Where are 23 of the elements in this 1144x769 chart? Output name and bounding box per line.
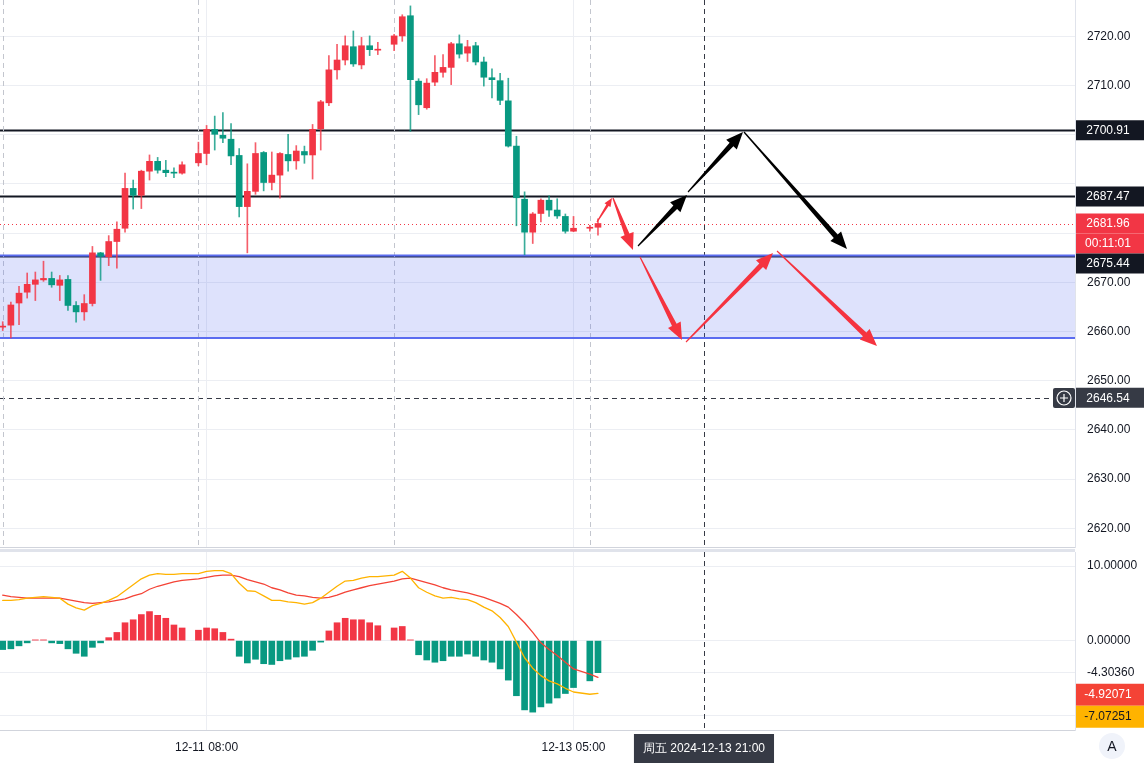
y-tick-label: 2670.00 bbox=[1087, 274, 1131, 289]
ref-line-label: 2681.96 bbox=[1086, 216, 1131, 231]
ref-line-label: 2687.47 bbox=[1086, 189, 1131, 204]
x-tick-label: 12-13 05:00 bbox=[541, 739, 606, 754]
y-tick-label: 2660.00 bbox=[1087, 323, 1131, 338]
y-tick-label: 10.00000 bbox=[1087, 558, 1138, 573]
y-tick-label: -4.30360 bbox=[1087, 664, 1135, 679]
y-tick-label: 2650.00 bbox=[1087, 373, 1131, 388]
text: -7.07251 bbox=[1084, 709, 1133, 724]
circle-button: A bbox=[1099, 733, 1125, 759]
ref-line-label: 周五 2024-12-13 21:00 bbox=[642, 741, 766, 756]
x-tick-label: 12-11 08:00 bbox=[174, 739, 239, 754]
y-tick-label: 2630.00 bbox=[1087, 471, 1131, 486]
text: 00:11:01 bbox=[1085, 236, 1132, 251]
y-tick-label: 0.00000 bbox=[1087, 632, 1131, 647]
y-tick-label: 2710.00 bbox=[1087, 77, 1131, 92]
y-tick-label: 2640.00 bbox=[1087, 422, 1131, 437]
ref-line-label: 2646.54 bbox=[1086, 390, 1131, 405]
ref-line-label: 2700.91 bbox=[1086, 123, 1131, 138]
y-tick-label: 2620.00 bbox=[1087, 520, 1131, 535]
y-tick-label: 2720.00 bbox=[1087, 28, 1131, 43]
text: -4.92071 bbox=[1084, 687, 1133, 702]
ref-line-label: 2675.44 bbox=[1086, 256, 1131, 271]
